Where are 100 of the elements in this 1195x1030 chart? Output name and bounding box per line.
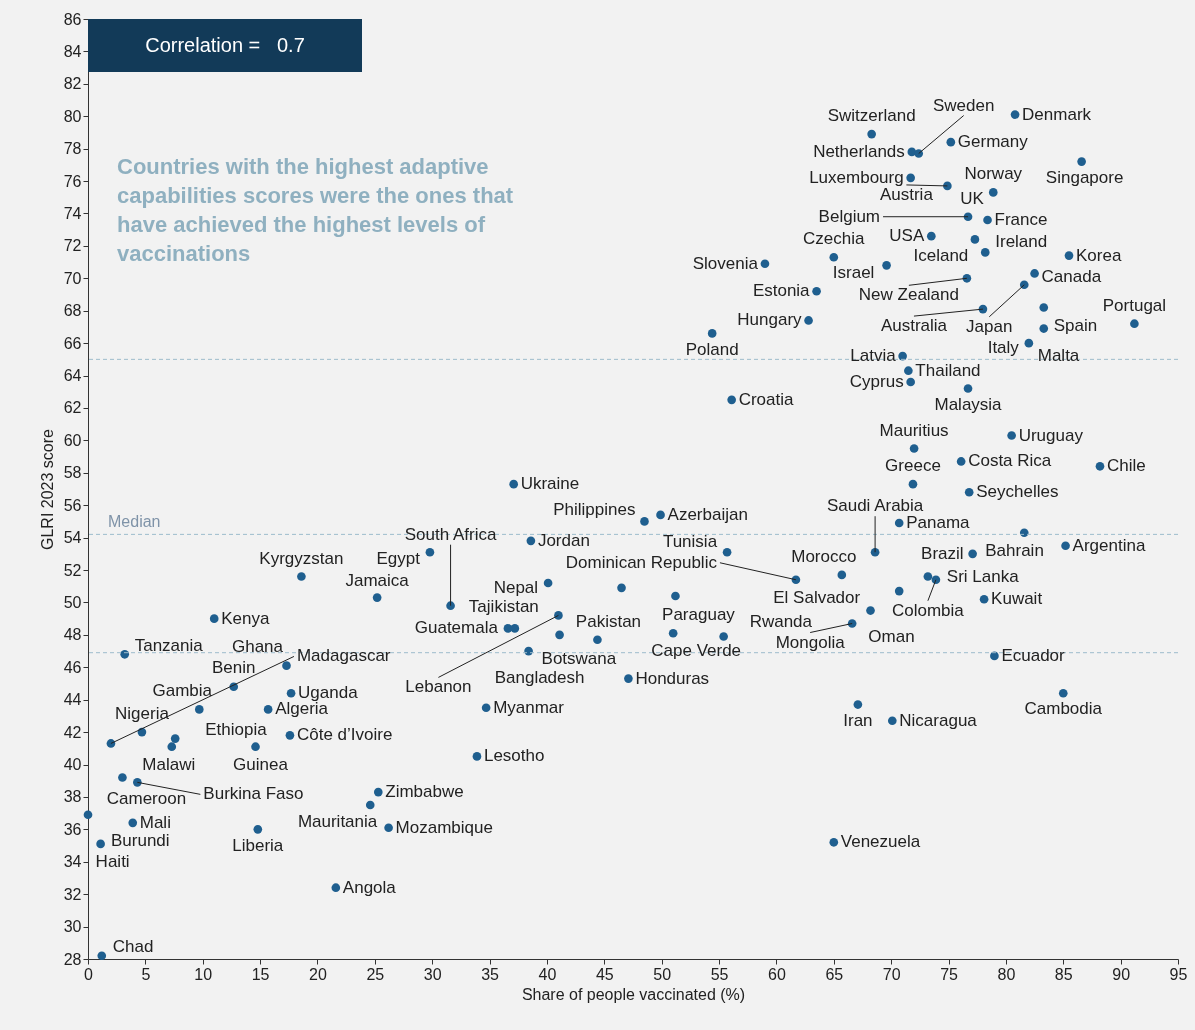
annotation: Czechia [803,229,866,249]
annotation: Oman [868,626,915,646]
annotation: Côte d’Ivoire [296,725,393,745]
annotation: Colombia [892,600,965,620]
annotation: Burkina Faso [203,784,304,804]
annotation: Pakistan [575,611,642,631]
annotation: Sweden [932,95,995,115]
y-tick-label: 58 [63,464,82,482]
annotation: Haiti [95,851,130,871]
annotation: Nigeria [115,704,170,724]
x-tick-label: 25 [366,965,385,983]
y-tick-label: 60 [63,431,82,449]
annotation: Spain [1053,316,1098,336]
y-tick-label: 50 [63,593,82,611]
annotation: Israel [832,263,875,283]
annotation: Iran [843,710,873,730]
x-tick-label: 30 [423,965,442,983]
annotation: Morocco [791,546,857,566]
x-tick-label: 90 [1112,965,1131,983]
annotation: Cape Verde [651,641,742,661]
annotation: Thailand [915,360,981,380]
annotation: Greece [885,456,941,476]
annotation: Costa Rica [968,451,1052,471]
annotation: Jordan [537,530,590,550]
y-tick-label: 30 [63,918,82,936]
annotation: Ukraine [520,474,580,494]
annotation: Guinea [233,754,289,774]
annotation: Nepal [493,578,539,597]
annotation: Bangladesh [494,668,585,688]
annotation: Dominican Republic [565,552,718,572]
annotation: Tunisia [662,532,718,552]
annotation: Mongolia [775,632,846,652]
x-tick-label: 20 [309,965,327,983]
annotation: Croatia [738,389,795,409]
y-axis-title: GLRI 2023 score [38,428,56,550]
annotation: Botswana [541,648,617,668]
x-tick-label: 60 [768,965,786,983]
annotation: Malta [1037,345,1080,365]
annotation: Estonia [752,281,811,301]
y-tick-label: 52 [63,561,82,579]
y-tick-label: 54 [63,529,82,547]
annotation: Slovenia [692,253,759,273]
y-tick-label: 70 [63,269,82,287]
x-tick-label: 70 [882,965,901,983]
annotation: Iceland [913,246,969,266]
annotation: Argentina [1072,535,1146,555]
annotation: Paraguay [662,604,736,624]
ref-line-label: Median [108,513,161,531]
annotation: Cyprus [849,372,904,392]
x-tick-label: 35 [481,965,500,983]
y-tick-label: 82 [63,75,82,93]
annotation: Ghana [231,636,284,656]
annotation: Ireland [995,232,1048,252]
x-tick-label: 15 [251,965,270,983]
annotation: Singapore [1045,167,1124,187]
annotation: Madagascar [296,646,391,666]
y-tick-label: 78 [63,140,82,158]
y-tick-label: 64 [63,367,82,385]
annotation: Kuwait [991,589,1043,609]
annotation: Azerbaijan [667,504,748,524]
annotation: Poland [685,340,739,360]
y-tick-label: 68 [63,302,82,320]
annotation: Guatemala [414,618,499,638]
annotation: Malawi [142,754,196,774]
y-tick-label: 38 [63,788,82,806]
annotation: France [994,209,1048,229]
annotation: Ethiopia [205,719,268,739]
annotation: Cameroon [106,789,187,809]
x-tick-label: 5 [141,965,151,983]
annotation: Venezuela [840,832,921,852]
annotation: Benin [211,657,256,677]
annotation: Seychelles [976,482,1059,502]
y-tick-label: 46 [63,658,82,676]
annotation: Liberia [232,836,284,856]
annotation: Mauritania [297,812,378,832]
y-tick-label: 76 [63,172,82,190]
annotation: Portugal [1102,295,1167,315]
annotation: Australia [880,316,948,336]
annotation: Burundi [111,830,170,850]
y-tick-label: 34 [63,853,82,871]
annotation: Netherlands [813,141,905,161]
annotation: Countries with the highest adaptive capabilities scores were the ones that have achieved the highest levels of vaccinations [117,154,514,266]
x-tick-label: 80 [997,965,1016,983]
annotation: Rwanda [749,612,813,632]
annotation: Sri Lanka [946,566,1020,586]
annotation: Kyrgyzstan [259,548,344,568]
annotation: Canada [1041,267,1102,287]
annotation: Switzerland [827,106,916,126]
y-tick-label: 28 [63,950,82,968]
annotation: Belgium [818,206,881,226]
annotation: Philippines [553,500,636,520]
annotation: Mauritius [879,421,949,441]
annotation: Angola [342,877,397,897]
x-tick-label: 50 [653,965,672,983]
annotation: USA [889,226,925,246]
annotation: Honduras [635,668,710,688]
annotation: Cambodia [1024,699,1103,719]
annotation: Germany [957,132,1029,152]
annotation: Lesotho [483,746,545,766]
annotation: Egypt [376,549,421,569]
